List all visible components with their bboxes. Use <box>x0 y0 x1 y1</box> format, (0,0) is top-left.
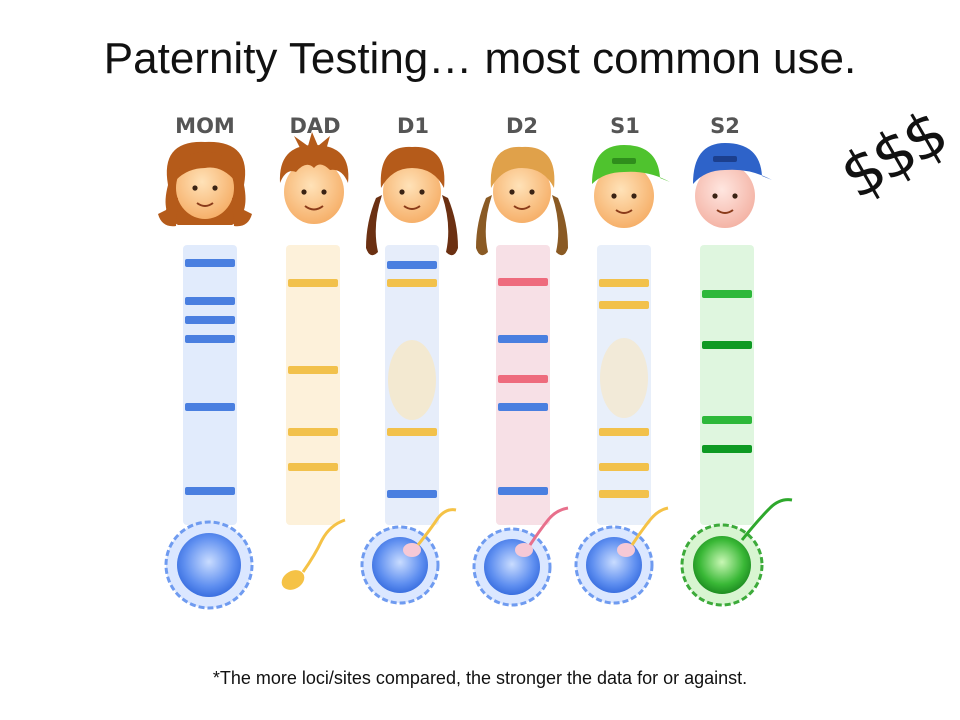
d1-face-icon <box>366 146 458 256</box>
band-mom-1 <box>185 259 235 267</box>
s2-fertilized-egg-icon <box>680 498 793 607</box>
band-s1-1 <box>599 279 649 287</box>
slide-title: Paternity Testing… most common use. <box>103 34 857 83</box>
band-d1-4 <box>387 490 437 498</box>
band-s1-3 <box>599 428 649 436</box>
d2-fertilized-egg-icon <box>472 506 569 607</box>
lane-mom <box>183 245 237 525</box>
band-d2-2 <box>498 335 548 343</box>
lane-s2 <box>700 245 754 525</box>
label-d1: D1 <box>397 114 429 138</box>
lane-d2 <box>496 245 550 525</box>
band-dad-2 <box>288 366 338 374</box>
label-mom: MOM <box>175 114 235 138</box>
footnote: *The more loci/sites compared, the stron… <box>212 668 748 688</box>
band-s1-5 <box>599 490 649 498</box>
band-s2-1 <box>702 290 752 298</box>
s1-fertilized-egg-icon <box>574 506 669 605</box>
dna-bands <box>185 259 752 498</box>
mom-face-icon <box>158 141 252 227</box>
band-d1-1 <box>387 261 437 269</box>
band-d2-3 <box>498 375 548 383</box>
label-s2: S2 <box>710 114 740 138</box>
dad-sperm-icon <box>281 518 346 590</box>
band-mom-2 <box>185 297 235 305</box>
d2-face-icon <box>476 146 568 256</box>
label-d2: D2 <box>506 114 538 138</box>
band-s2-3 <box>702 416 752 424</box>
band-s2-4 <box>702 445 752 453</box>
band-s2-2 <box>702 341 752 349</box>
label-dad: DAD <box>289 114 340 138</box>
band-s1-2 <box>599 301 649 309</box>
band-s1-4 <box>599 463 649 471</box>
band-d1-2 <box>387 279 437 287</box>
gel-lanes <box>183 245 754 525</box>
s1-face-icon <box>592 145 670 228</box>
band-mom-5 <box>185 403 235 411</box>
s2-face-icon <box>693 143 772 228</box>
band-dad-4 <box>288 463 338 471</box>
band-d2-4 <box>498 403 548 411</box>
band-d1-3 <box>387 428 437 436</box>
d1-fertilized-egg-icon <box>360 508 457 605</box>
mom-egg-icon <box>164 520 254 610</box>
lane-dad <box>286 245 340 525</box>
band-dad-3 <box>288 428 338 436</box>
lane-glow-d1 <box>388 340 436 420</box>
band-dad-1 <box>288 279 338 287</box>
lane-glow-s1 <box>600 338 648 418</box>
band-mom-6 <box>185 487 235 495</box>
label-s1: S1 <box>610 114 640 138</box>
dad-face-icon <box>279 132 349 224</box>
band-d2-5 <box>498 487 548 495</box>
band-d2-1 <box>498 278 548 286</box>
band-mom-4 <box>185 335 235 343</box>
band-mom-3 <box>185 316 235 324</box>
